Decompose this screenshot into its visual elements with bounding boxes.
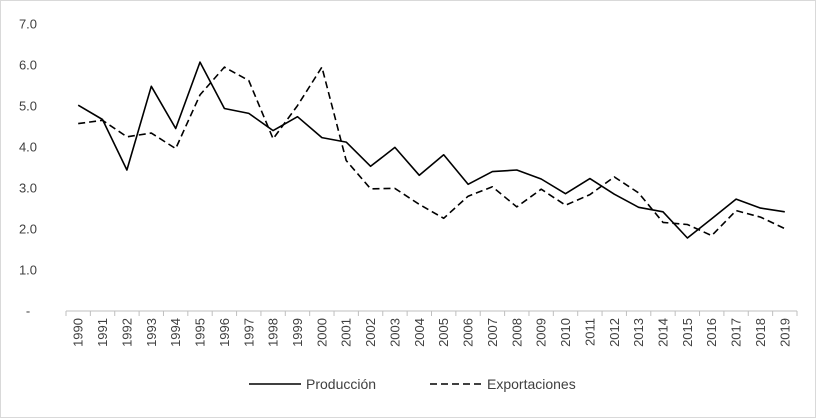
- y-tick-label: 5.0: [19, 99, 37, 114]
- x-tick-label: 2008: [509, 318, 524, 347]
- x-tick-label: 2007: [485, 318, 500, 347]
- x-tick-label: 2009: [534, 318, 549, 347]
- x-tick-label: 2018: [753, 318, 768, 347]
- legend-label-exportaciones: Exportaciones: [487, 376, 576, 392]
- x-tick-label: 2010: [558, 318, 573, 347]
- x-tick-label: 2017: [729, 318, 744, 347]
- legend-label-produccion: Producción: [306, 376, 376, 392]
- series-line-exportaciones: [78, 66, 786, 237]
- x-axis-ticks: [65, 311, 798, 316]
- x-tick-label: 2013: [631, 318, 646, 347]
- x-tick-label: 2003: [387, 318, 402, 347]
- y-tick-label: 3.0: [19, 181, 37, 196]
- x-tick-label: 2005: [436, 318, 451, 347]
- series-lines: [77, 61, 786, 239]
- x-tick-label: 2006: [461, 318, 476, 347]
- x-tick-label: 1995: [193, 318, 208, 347]
- x-tick-label: 1993: [144, 318, 159, 347]
- x-tick-label: 2004: [412, 318, 427, 347]
- series-line-produccion: [77, 61, 785, 239]
- y-tick-label: -: [26, 304, 30, 319]
- y-tick-label: 6.0: [19, 58, 37, 73]
- x-tick-label: 2001: [339, 318, 354, 347]
- x-tick-label: 1992: [119, 318, 134, 347]
- x-tick-label: 1991: [95, 318, 110, 347]
- x-tick-label: 2000: [314, 318, 329, 347]
- legend: Producción Exportaciones: [249, 376, 576, 392]
- y-tick-label: 1.0: [19, 263, 37, 278]
- x-tick-label: 2012: [607, 318, 622, 347]
- x-tick-label: 1999: [290, 318, 305, 347]
- y-tick-label: 7.0: [19, 17, 37, 32]
- x-tick-label: 1997: [241, 318, 256, 347]
- x-tick-label: 2014: [655, 318, 670, 347]
- x-tick-label: 2002: [363, 318, 378, 347]
- x-axis-labels: 1990 1991 1992 1993 1994 1995 1996 1997 1998 1999…: [71, 318, 793, 347]
- y-tick-label: 4.0: [19, 140, 37, 155]
- x-tick-label: 2016: [704, 318, 719, 347]
- x-tick-label: 1996: [217, 318, 232, 347]
- x-tick-label: 1998: [266, 318, 281, 347]
- x-tick-label: 2011: [582, 318, 597, 346]
- y-axis-labels: - 1.0 2.0 3.0 4.0 5.0 6.0 7.0: [19, 17, 37, 319]
- x-tick-label: 2019: [777, 318, 792, 347]
- x-tick-label: 2015: [680, 318, 695, 347]
- x-tick-label: 1990: [71, 318, 86, 347]
- x-tick-label: 1994: [168, 318, 183, 347]
- y-tick-label: 2.0: [19, 222, 37, 237]
